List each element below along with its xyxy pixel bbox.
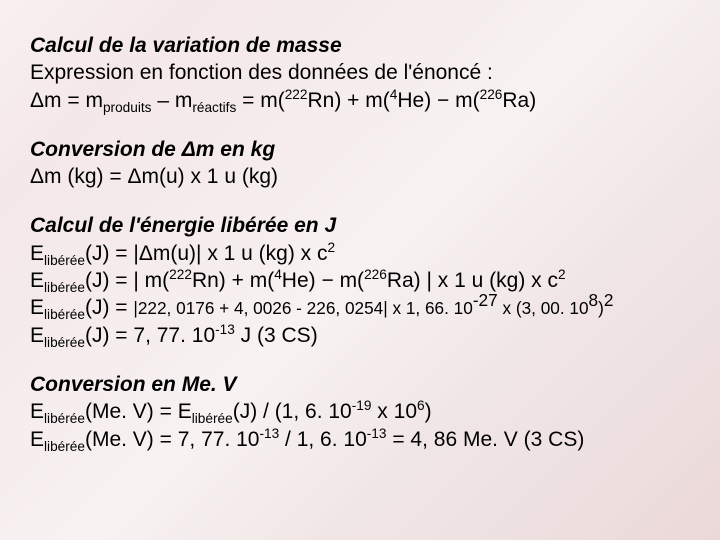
minus: – m [151, 89, 192, 112]
section-energy-j: Calcul de l'énergie libérée en J Elibéré… [30, 212, 690, 348]
slide-content: Calcul de la variation de masse Expressi… [0, 0, 720, 540]
sub-lib-m1b: libérée [192, 411, 233, 426]
sub-lib-2: libérée [44, 280, 85, 295]
sup-226: 226 [480, 87, 503, 102]
e2-ra: Ra) | x 1 u (kg) x c [387, 269, 558, 292]
m2-a: (Me. V) = 7, 77. 10 [85, 428, 260, 451]
E-1: E [30, 242, 44, 265]
e1-rest: (J) = |Δm(u)| x 1 u (kg) x c [85, 242, 328, 265]
sup-m13b: -13 [367, 426, 387, 441]
sup-m13: -13 [215, 322, 235, 337]
sup-222: 222 [285, 87, 308, 102]
sub-lib-m1: libérée [44, 411, 85, 426]
heading-conversion-kg: Conversion de Δm en kg [30, 136, 690, 163]
m1-a: (Me. V) = E [85, 400, 192, 423]
m1-c: x 10 [371, 400, 417, 423]
m1-d: ) [425, 400, 432, 423]
e3-a: (J) = [85, 296, 133, 319]
e3-c: x (3, 00. 10 [498, 298, 589, 318]
section-mass-variation: Calcul de la variation de masse Expressi… [30, 32, 690, 114]
e2-rn: Rn) + m( [192, 269, 274, 292]
sup-m19: -19 [352, 398, 372, 413]
sub-produits: produits [103, 100, 152, 115]
E-m2: E [30, 428, 44, 451]
sup-4b: 4 [274, 267, 282, 282]
m2-c: = 4, 86 Me. V (3 CS) [386, 428, 584, 451]
E-4: E [30, 324, 44, 347]
sup-222b: 222 [169, 267, 192, 282]
E-m1: E [30, 400, 44, 423]
heading-energy-j: Calcul de l'énergie libérée en J [30, 212, 690, 239]
e3-small: |222, 0176 + 4, 0026 - 226, 0254| x 1, 6… [133, 298, 472, 318]
sup-m27: -27 [473, 290, 498, 310]
sub-reactifs: réactifs [192, 100, 236, 115]
e2-a: (J) = | m( [85, 269, 169, 292]
E-2: E [30, 269, 44, 292]
sup-2b: 2 [558, 267, 566, 282]
sup-8: 8 [589, 290, 599, 310]
section-conversion-kg: Conversion de Δm en kg Δm (kg) = Δm(u) x… [30, 136, 690, 191]
m1-b: (J) / (1, 6. 10 [233, 400, 352, 423]
sub-lib-m2: libérée [44, 439, 85, 454]
ra-close: Ra) [502, 89, 536, 112]
sub-lib-3: libérée [44, 308, 85, 323]
sup-226b: 226 [364, 267, 387, 282]
heading-mass-variation: Calcul de la variation de masse [30, 32, 690, 59]
sup-6: 6 [417, 398, 425, 413]
dm-eq: Δm = m [30, 89, 103, 112]
m2-b: / 1, 6. 10 [279, 428, 367, 451]
mev-line-2: Elibérée(Me. V) = 7, 77. 10-13 / 1, 6. 1… [30, 426, 690, 453]
mev-line-1: Elibérée(Me. V) = Elibérée(J) / (1, 6. 1… [30, 398, 690, 425]
E-3: E [30, 296, 44, 319]
energy-line-1: Elibérée(J) = |Δm(u)| x 1 u (kg) x c2 [30, 240, 690, 267]
energy-line-4: Elibérée(J) = 7, 77. 10-13 J (3 CS) [30, 322, 690, 349]
sub-lib-4: libérée [44, 335, 85, 350]
energy-line-3: Elibérée(J) = |222, 0176 + 4, 0026 - 226… [30, 294, 690, 321]
sup-m13a: -13 [259, 426, 279, 441]
e4-b: J (3 CS) [235, 324, 318, 347]
sup-2c: 2 [604, 290, 614, 310]
e4-a: (J) = 7, 77. 10 [85, 324, 215, 347]
heading-conversion-mev: Conversion en Me. V [30, 371, 690, 398]
sub-lib-1: libérée [44, 253, 85, 268]
eq-open: = m( [236, 89, 284, 112]
mass-line-2: Δm = mproduits – mréactifs = m(222Rn) + … [30, 87, 690, 114]
conversion-kg-line: Δm (kg) = Δm(u) x 1 u (kg) [30, 163, 690, 190]
sup-2a: 2 [328, 240, 336, 255]
e2-he: He) − m( [282, 269, 364, 292]
he-m226: He) − m( [397, 89, 479, 112]
mass-line-1: Expression en fonction des données de l'… [30, 59, 690, 86]
rn-m4: Rn) + m( [307, 89, 389, 112]
section-conversion-mev: Conversion en Me. V Elibérée(Me. V) = El… [30, 371, 690, 453]
